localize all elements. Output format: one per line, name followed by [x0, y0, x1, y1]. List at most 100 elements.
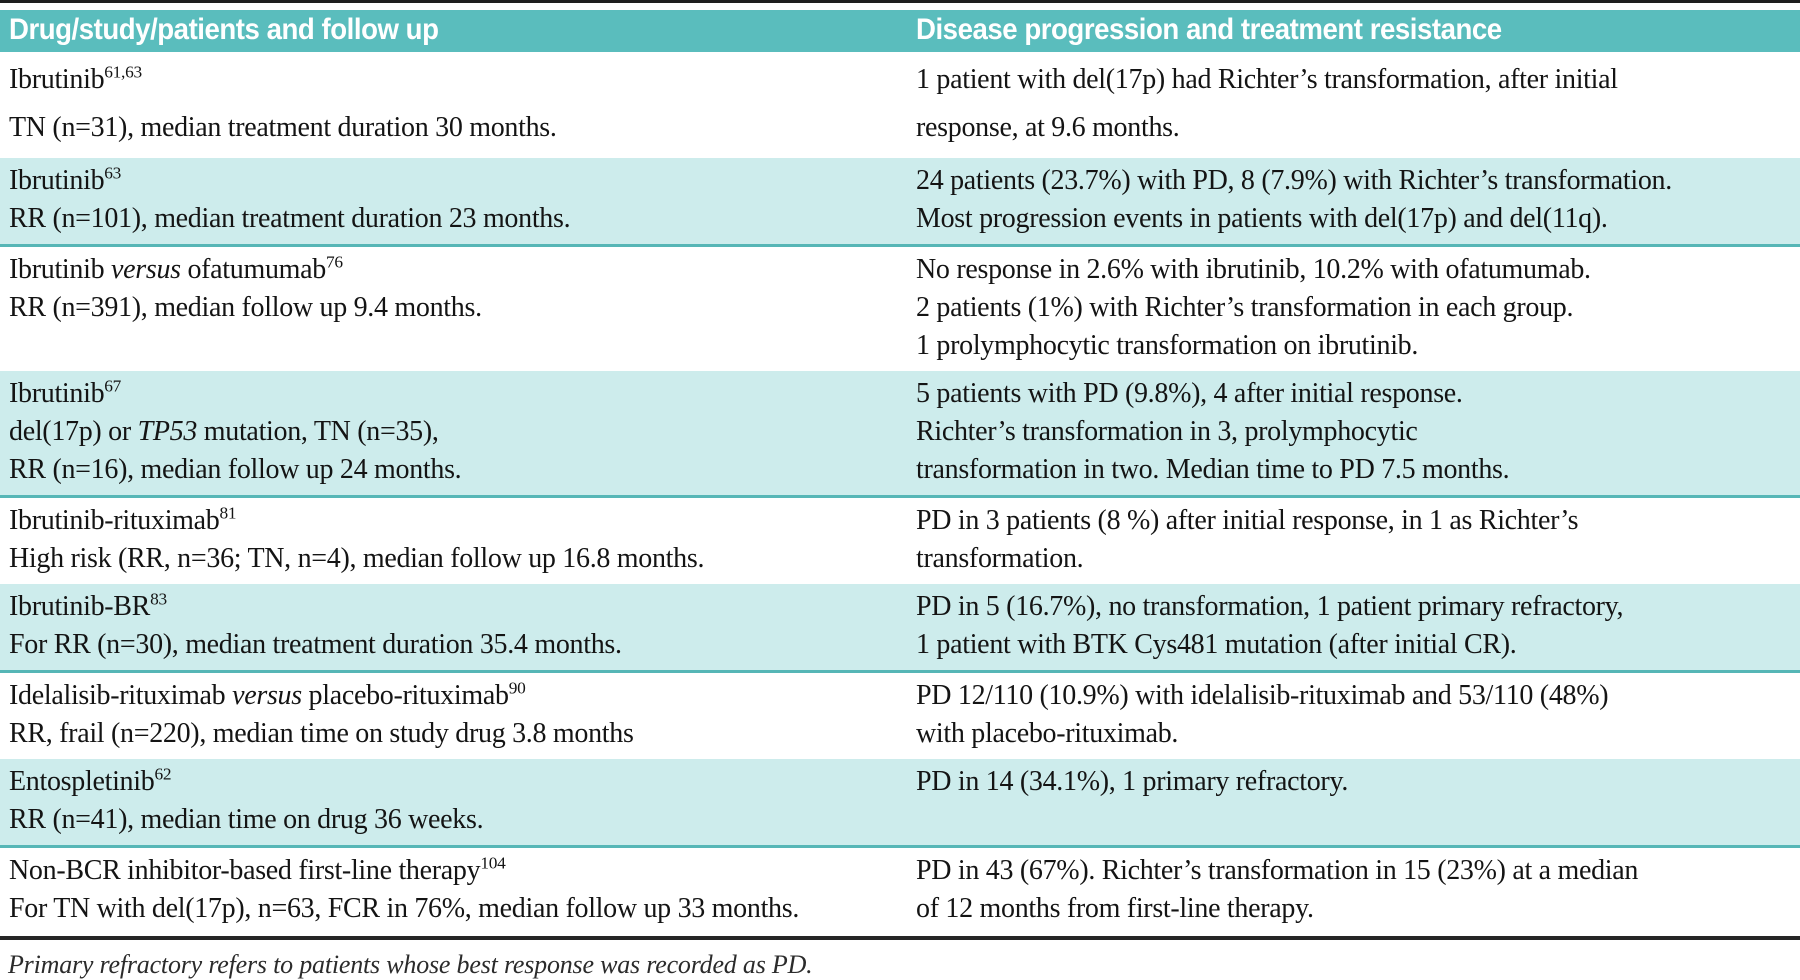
- bottom-rule: [0, 936, 1800, 940]
- cell-progression: No response in 2.6% with ibrutinib, 10.2…: [907, 251, 1800, 365]
- cell-drug-study: Ibrutinib-BR83 For RR (n=30), median trea…: [0, 588, 907, 664]
- cell-drug-study: Ibrutinib63 RR (n=101), median treatment …: [0, 162, 907, 238]
- text-line: Ibrutinib versus ofatumumab76: [9, 251, 907, 289]
- text-segment: Entospletinib: [9, 766, 155, 797]
- text-segment: response, at 9.6 months.: [916, 112, 1180, 143]
- text-segment: Non-BCR inhibitor-based first-line thera…: [9, 855, 481, 886]
- cell-drug-study: Ibrutinib versus ofatumumab76 RR (n=391),…: [0, 251, 907, 365]
- text-line: No response in 2.6% with ibrutinib, 10.2…: [916, 251, 1800, 289]
- text-segment: 24 patients (23.7%) with PD, 8 (7.9%) wi…: [916, 165, 1672, 196]
- cell-progression: PD in 3 patients (8 %) after initial res…: [907, 502, 1800, 578]
- top-rule: [0, 0, 1800, 3]
- text-segment: No response in 2.6% with ibrutinib, 10.2…: [916, 254, 1591, 285]
- text-segment: 5 patients with PD (9.8%), 4 after initi…: [916, 378, 1463, 409]
- cell-progression: 5 patients with PD (9.8%), 4 after initi…: [907, 375, 1800, 489]
- text-line: PD in 3 patients (8 %) after initial res…: [916, 502, 1800, 540]
- text-line: RR (n=391), median follow up 9.4 months.: [9, 289, 907, 327]
- text-line: 2 patients (1%) with Richter’s transform…: [916, 289, 1800, 327]
- text-segment: Ibrutinib-rituximab: [9, 505, 220, 536]
- reference-superscript: 67: [104, 376, 122, 396]
- table-header-row: Drug/study/patients and follow up Diseas…: [0, 10, 1800, 52]
- text-line: RR (n=16), median follow up 24 months.: [9, 451, 907, 489]
- text-line: RR (n=41), median time on drug 36 weeks.: [9, 801, 907, 839]
- text-line: For RR (n=30), median treatment duration…: [9, 626, 907, 664]
- text-segment: Ibrutinib: [9, 378, 105, 409]
- text-segment: RR (n=101), median treatment duration 23…: [9, 203, 571, 234]
- column-header-drug-study: Drug/study/patients and follow up: [0, 15, 907, 45]
- text-line: transformation in two. Median time to PD…: [916, 451, 1800, 489]
- text-segment: 1 patient with BTK Cys481 mutation (afte…: [916, 629, 1517, 660]
- text-line: 1 patient with del(17p) had Richter’s tr…: [916, 56, 1800, 104]
- text-line: Entospletinib62: [9, 763, 907, 801]
- text-line: RR, frail (n=220), median time on study …: [9, 715, 907, 753]
- text-line: response, at 9.6 months.: [916, 104, 1800, 152]
- cell-drug-study: Ibrutinib61,63 TN (n=31), median treatmen…: [0, 56, 907, 152]
- text-segment: PD in 5 (16.7%), no transformation, 1 pa…: [916, 591, 1624, 622]
- text-segment: Most progression events in patients with…: [916, 203, 1608, 234]
- text-segment: 1 patient with del(17p) had Richter’s tr…: [916, 64, 1618, 95]
- table-row: Ibrutinib-BR83 For RR (n=30), median trea…: [0, 584, 1800, 673]
- text-line: with placebo-rituximab.: [916, 715, 1800, 753]
- table-row: Entospletinib62 RR (n=41), median time on…: [0, 759, 1800, 848]
- text-segment: Ibrutinib-BR: [9, 591, 151, 622]
- text-segment: For RR (n=30), median treatment duration…: [9, 629, 622, 660]
- text-line: Ibrutinib67: [9, 375, 907, 413]
- text-segment: RR (n=391), median follow up 9.4 months.: [9, 292, 482, 323]
- text-line: Ibrutinib-BR83: [9, 588, 907, 626]
- text-segment: RR, frail (n=220), median time on study …: [9, 718, 634, 749]
- text-segment: placebo-rituximab: [301, 680, 509, 711]
- text-line: Ibrutinib-rituximab81: [9, 502, 907, 540]
- reference-superscript: 83: [150, 589, 167, 609]
- text-segment: ofatumumab: [180, 254, 326, 285]
- column-header-progression: Disease progression and treatment resist…: [907, 15, 1800, 45]
- text-line: of 12 months from first-line therapy.: [916, 890, 1800, 928]
- text-segment: Richter’s transformation in 3, prolympho…: [916, 416, 1418, 447]
- text-segment: with placebo-rituximab.: [916, 718, 1179, 749]
- text-segment: RR (n=16), median follow up 24 months.: [9, 454, 462, 485]
- text-line: TN (n=31), median treatment duration 30 …: [9, 104, 907, 152]
- text-line: del(17p) or TP53 mutation, TN (n=35),: [9, 413, 907, 451]
- text-segment: transformation.: [916, 543, 1084, 574]
- table-row: Idelalisib-rituximab versus placebo-ritu…: [0, 673, 1800, 759]
- reference-superscript: 81: [219, 503, 237, 523]
- cell-progression: 24 patients (23.7%) with PD, 8 (7.9%) wi…: [907, 162, 1800, 238]
- text-segment: Idelalisib-rituximab: [9, 680, 233, 711]
- text-line: PD 12/110 (10.9%) with idelalisib-rituxi…: [916, 677, 1800, 715]
- reference-superscript: 104: [480, 853, 506, 873]
- text-line: PD in 14 (34.1%), 1 primary refractory.: [916, 763, 1800, 801]
- column-header-drug-study-label: Drug/study/patients and follow up: [9, 13, 439, 46]
- table-row: Ibrutinib67 del(17p) or TP53 mutation, TN…: [0, 371, 1800, 498]
- reference-superscript: 76: [325, 252, 343, 272]
- reference-superscript: 62: [154, 764, 172, 784]
- table-row: Ibrutinib63 RR (n=101), median treatment …: [0, 158, 1800, 247]
- text-segment: PD in 43 (67%). Richter’s transformation…: [916, 855, 1639, 886]
- text-line: Non-BCR inhibitor-based first-line thera…: [9, 852, 907, 890]
- text-segment: transformation in two. Median time to PD…: [916, 454, 1510, 485]
- table-body: Ibrutinib 61,63 TN (n=31), median treatmen…: [0, 52, 1800, 934]
- text-segment: Ibrutinib: [9, 254, 111, 285]
- text-segment: PD 12/110 (10.9%) with idelalisib-rituxi…: [916, 680, 1609, 711]
- text-line: PD in 43 (67%). Richter’s transformation…: [916, 852, 1800, 890]
- cell-drug-study: Non-BCR inhibitor-based first-line thera…: [0, 852, 907, 928]
- text-line: 24 patients (23.7%) with PD, 8 (7.9%) wi…: [916, 162, 1800, 200]
- cell-progression: PD in 14 (34.1%), 1 primary refractory.: [907, 763, 1800, 839]
- text-segment: Ibrutinib: [9, 165, 105, 196]
- cell-progression: 1 patient with del(17p) had Richter’s tr…: [907, 56, 1800, 152]
- cell-progression: PD in 5 (16.7%), no transformation, 1 pa…: [907, 588, 1800, 664]
- cell-drug-study: Ibrutinib67 del(17p) or TP53 mutation, TN…: [0, 375, 907, 489]
- reference-superscript: 61,63: [104, 62, 142, 82]
- text-segment: 1 prolymphocytic transformation on ibrut…: [916, 330, 1419, 361]
- text-line: Most progression events in patients with…: [916, 200, 1800, 238]
- column-header-progression-label: Disease progression and treatment resist…: [916, 13, 1502, 46]
- text-segment: 2 patients (1%) with Richter’s transform…: [916, 292, 1574, 323]
- text-line: 5 patients with PD (9.8%), 4 after initi…: [916, 375, 1800, 413]
- text-segment: del(17p) or: [9, 416, 138, 447]
- table-row: Ibrutinib61,63 TN (n=31), median treatmen…: [0, 52, 1800, 158]
- text-line: transformation.: [916, 540, 1800, 578]
- text-segment: TP53: [137, 416, 198, 447]
- table-row: Ibrutinib versus ofatumumab76 RR (n=391),…: [0, 247, 1800, 371]
- table-row: Ibrutinib-rituximab81 High risk (RR, n=36…: [0, 498, 1800, 584]
- cell-progression: PD in 43 (67%). Richter’s transformation…: [907, 852, 1800, 928]
- text-line: PD in 5 (16.7%), no transformation, 1 pa…: [916, 588, 1800, 626]
- reference-superscript: 63: [104, 163, 122, 183]
